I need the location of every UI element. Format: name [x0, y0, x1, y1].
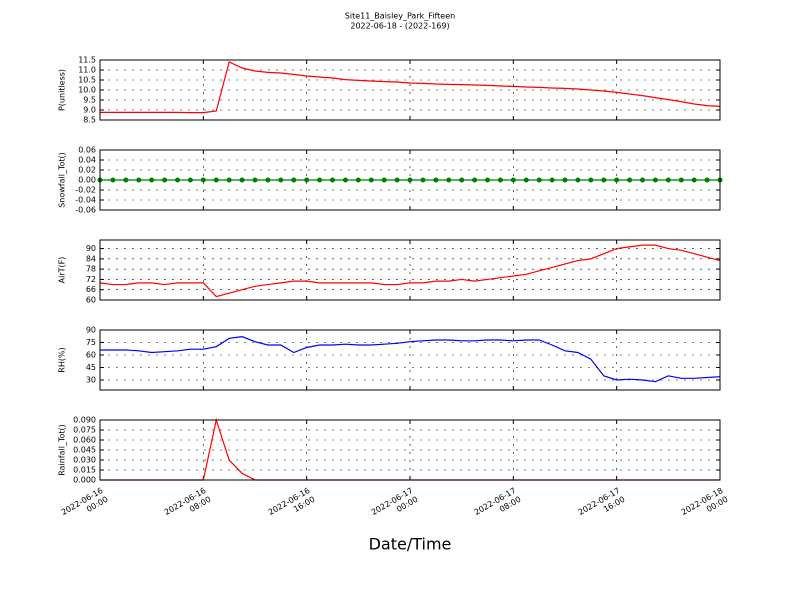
y-tick-label: 0.000 [73, 476, 96, 485]
data-point [149, 177, 155, 183]
y-tick-label: 75 [86, 338, 96, 347]
data-point [601, 177, 607, 183]
data-point [278, 177, 284, 183]
data-point [562, 177, 568, 183]
y-tick-label: 30 [86, 376, 96, 385]
plot-frame [99, 149, 721, 211]
data-point [291, 177, 297, 183]
y-tick-label: 72 [86, 275, 96, 284]
data-point [239, 177, 245, 183]
data-point [485, 177, 490, 183]
y-axis-label: AirT(F) [58, 257, 67, 284]
data-point [317, 177, 323, 183]
y-tick-label: 0.090 [73, 416, 96, 425]
plot-frame [99, 59, 721, 121]
data-point [226, 177, 232, 183]
y-tick-label: 0.00 [78, 176, 96, 185]
y-axis-label: Snowfall_Tot() [58, 152, 67, 208]
data-point [265, 177, 271, 183]
data-point [368, 177, 374, 183]
y-tick-label: 78 [86, 265, 96, 274]
y-tick-label: 10.0 [78, 86, 96, 95]
data-point [652, 177, 658, 183]
data-point [187, 177, 193, 183]
data-point [704, 177, 710, 183]
y-tick-label: 11.5 [78, 56, 96, 65]
data-point [446, 177, 452, 183]
data-point [433, 177, 439, 183]
data-point [640, 177, 645, 183]
data-point [420, 177, 426, 183]
y-tick-label: 8.5 [83, 116, 96, 125]
data-point [459, 177, 465, 183]
y-tick-label: 0.02 [78, 166, 96, 175]
data-point [304, 177, 310, 183]
data-point [381, 177, 387, 183]
y-tick-label: 11.0 [78, 66, 96, 75]
data-line [99, 244, 721, 298]
data-point [510, 177, 516, 183]
y-tick-label: 9.0 [83, 106, 96, 115]
y-tick-label: 0.06 [78, 146, 96, 155]
data-point [536, 177, 542, 183]
y-tick-label: 84 [86, 254, 96, 263]
y-tick-label: 60 [86, 351, 96, 360]
y-tick-label: 90 [86, 244, 96, 253]
chart-title: Site11_Baisley_Park_Fifteen [345, 12, 455, 21]
data-point [691, 177, 697, 183]
chart-subtitle: 2022-06-18 - (2022-169) [350, 22, 449, 31]
y-axis-label: RH(%) [58, 347, 67, 372]
data-point [355, 177, 361, 183]
y-tick-label: -0.06 [75, 206, 96, 215]
data-point [665, 177, 671, 183]
plot-frame [99, 419, 721, 481]
y-tick-label: 0.075 [73, 426, 96, 435]
data-line [100, 336, 721, 383]
y-tick-label: 10.5 [78, 76, 96, 85]
y-tick-label: 66 [86, 285, 96, 294]
y-tick-label: 45 [86, 363, 96, 372]
plot-frame [99, 239, 721, 301]
x-axis-label: Date/Time [369, 535, 452, 554]
y-tick-label: 0.060 [73, 436, 96, 445]
data-point [175, 177, 180, 183]
data-point [497, 177, 503, 183]
y-tick-label: 60 [86, 296, 96, 305]
data-point [342, 177, 348, 183]
data-point [110, 177, 116, 183]
data-point [407, 177, 413, 183]
plot-frame [99, 329, 721, 391]
data-point [627, 177, 633, 183]
y-tick-label: -0.04 [75, 196, 96, 205]
data-point [123, 177, 129, 183]
data-line [100, 61, 721, 114]
data-point [136, 177, 142, 183]
data-point [213, 177, 219, 183]
data-point [200, 177, 206, 183]
data-point [394, 177, 400, 183]
y-tick-label: 0.045 [73, 446, 96, 455]
data-point [588, 177, 594, 183]
data-point [252, 177, 258, 183]
y-tick-label: 9.5 [83, 96, 96, 105]
y-tick-label: -0.02 [75, 186, 96, 195]
y-tick-label: 0.04 [78, 156, 96, 165]
data-point [678, 177, 684, 183]
data-point [614, 177, 620, 183]
data-point [330, 177, 335, 183]
y-tick-label: 0.030 [73, 456, 96, 465]
data-point [575, 177, 581, 183]
data-point [162, 177, 168, 183]
y-tick-label: 90 [86, 326, 96, 335]
data-point [472, 177, 478, 183]
y-axis-label: Rainfall_Tot() [58, 424, 67, 476]
data-point [523, 177, 529, 183]
y-axis-label: P(unitless) [58, 69, 67, 111]
data-point [549, 177, 555, 183]
y-tick-label: 0.015 [73, 466, 96, 475]
